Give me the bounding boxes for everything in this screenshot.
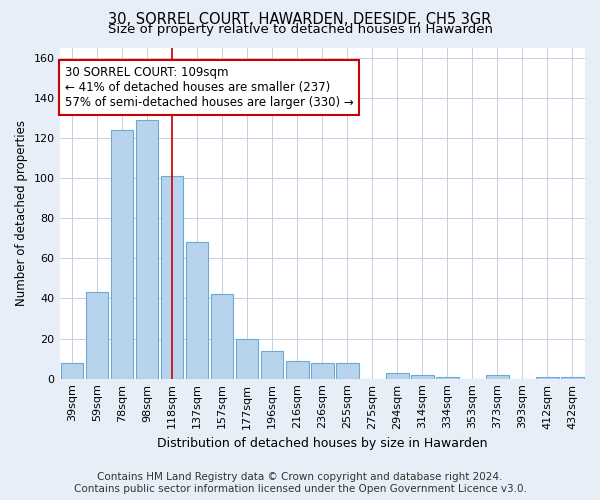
Y-axis label: Number of detached properties: Number of detached properties (15, 120, 28, 306)
Bar (111, 130, 133, 378)
Bar (436, 376, 458, 378)
Bar (311, 362, 334, 378)
Bar (286, 360, 308, 378)
Bar (336, 362, 359, 378)
Bar (236, 338, 259, 378)
Text: 30 SORREL COURT: 109sqm
← 41% of detached houses are smaller (237)
57% of semi-d: 30 SORREL COURT: 109sqm ← 41% of detache… (65, 66, 353, 108)
Bar (261, 350, 283, 378)
Bar (161, 176, 184, 378)
Bar (536, 376, 559, 378)
Bar (86, 292, 109, 378)
Bar (136, 120, 158, 378)
Bar (211, 294, 233, 378)
Bar (486, 374, 509, 378)
Bar (411, 374, 434, 378)
X-axis label: Distribution of detached houses by size in Hawarden: Distribution of detached houses by size … (157, 437, 488, 450)
Bar (61, 362, 83, 378)
Bar (561, 376, 584, 378)
Text: Contains HM Land Registry data © Crown copyright and database right 2024.
Contai: Contains HM Land Registry data © Crown c… (74, 472, 526, 494)
Bar (386, 372, 409, 378)
Text: 30, SORREL COURT, HAWARDEN, DEESIDE, CH5 3GR: 30, SORREL COURT, HAWARDEN, DEESIDE, CH5… (109, 12, 491, 28)
Text: Size of property relative to detached houses in Hawarden: Size of property relative to detached ho… (107, 22, 493, 36)
Bar (186, 242, 208, 378)
